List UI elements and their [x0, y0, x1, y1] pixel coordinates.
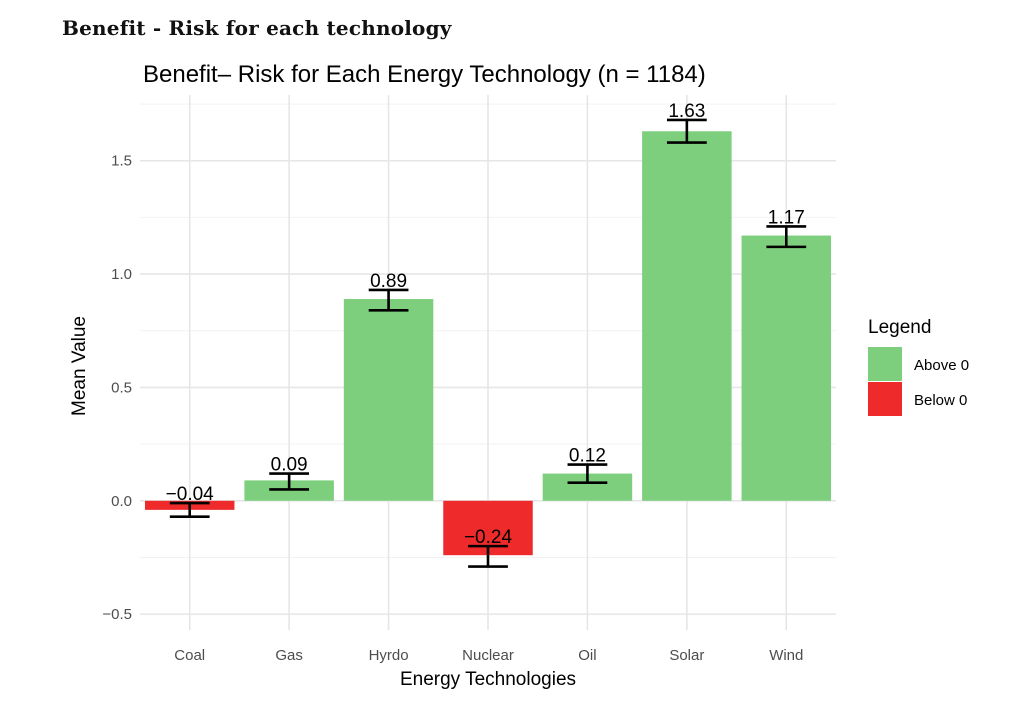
bar-hyrdo — [343, 299, 434, 501]
legend-title: Legend — [868, 317, 931, 338]
legend: Legend Above 0 Below 0 — [868, 317, 969, 416]
y-axis-ticks: −0.5 0.0 0.5 1.0 1.5 — [102, 153, 132, 623]
bar-wind — [741, 235, 832, 501]
data-label-oil: 0.12 — [569, 446, 606, 467]
data-label-solar: 1.63 — [668, 101, 705, 122]
figure-caption: Benefit - Risk for each technology — [62, 16, 452, 40]
error-bar-oil — [567, 463, 608, 484]
y-tick-label: 0.5 — [111, 379, 132, 396]
error-bar-wind — [766, 225, 807, 249]
x-axis-title: Energy Technologies — [400, 669, 576, 690]
x-tick-label: Nuclear — [462, 647, 514, 664]
y-tick-label: −0.5 — [102, 606, 132, 623]
error-bar-solar — [666, 118, 707, 144]
data-label-coal: −0.04 — [166, 484, 215, 505]
legend-label-below-0: Below 0 — [914, 392, 967, 409]
error-bar-gas — [269, 472, 310, 491]
x-tick-label: Coal — [174, 647, 205, 664]
y-tick-label: 1.5 — [111, 153, 132, 170]
error-bar-hyrdo — [368, 288, 409, 312]
error-bar-nuclear — [468, 544, 508, 568]
error-bars — [169, 118, 807, 568]
data-label-gas: 0.09 — [271, 455, 308, 476]
legend-swatch-below-0 — [868, 382, 902, 416]
bar-solar — [642, 131, 732, 501]
legend-label-above-0: Above 0 — [914, 357, 969, 374]
data-label-nuclear: −0.24 — [464, 527, 513, 548]
x-tick-label: Gas — [275, 647, 303, 664]
y-tick-label: 1.0 — [111, 266, 132, 283]
x-tick-label: Hyrdo — [369, 647, 409, 664]
data-label-wind: 1.17 — [768, 207, 805, 228]
data-label-hyrdo: 0.89 — [370, 271, 407, 292]
error-bar-coal — [169, 501, 210, 518]
chart-title: Benefit– Risk for Each Energy Technology… — [143, 61, 706, 88]
y-axis-title: Mean Value — [69, 316, 90, 416]
legend-swatch-above-0 — [868, 347, 902, 381]
bars — [144, 131, 832, 556]
x-tick-label: Solar — [669, 647, 704, 664]
data-labels: −0.04 0.09 0.89 −0.24 0.12 1.63 1.17 — [166, 101, 805, 548]
x-tick-label: Wind — [769, 647, 803, 664]
x-axis-ticks: Coal Gas Hyrdo Nuclear Oil Solar Wind — [174, 647, 803, 664]
x-tick-label: Oil — [578, 647, 596, 664]
y-tick-label: 0.0 — [111, 493, 132, 510]
